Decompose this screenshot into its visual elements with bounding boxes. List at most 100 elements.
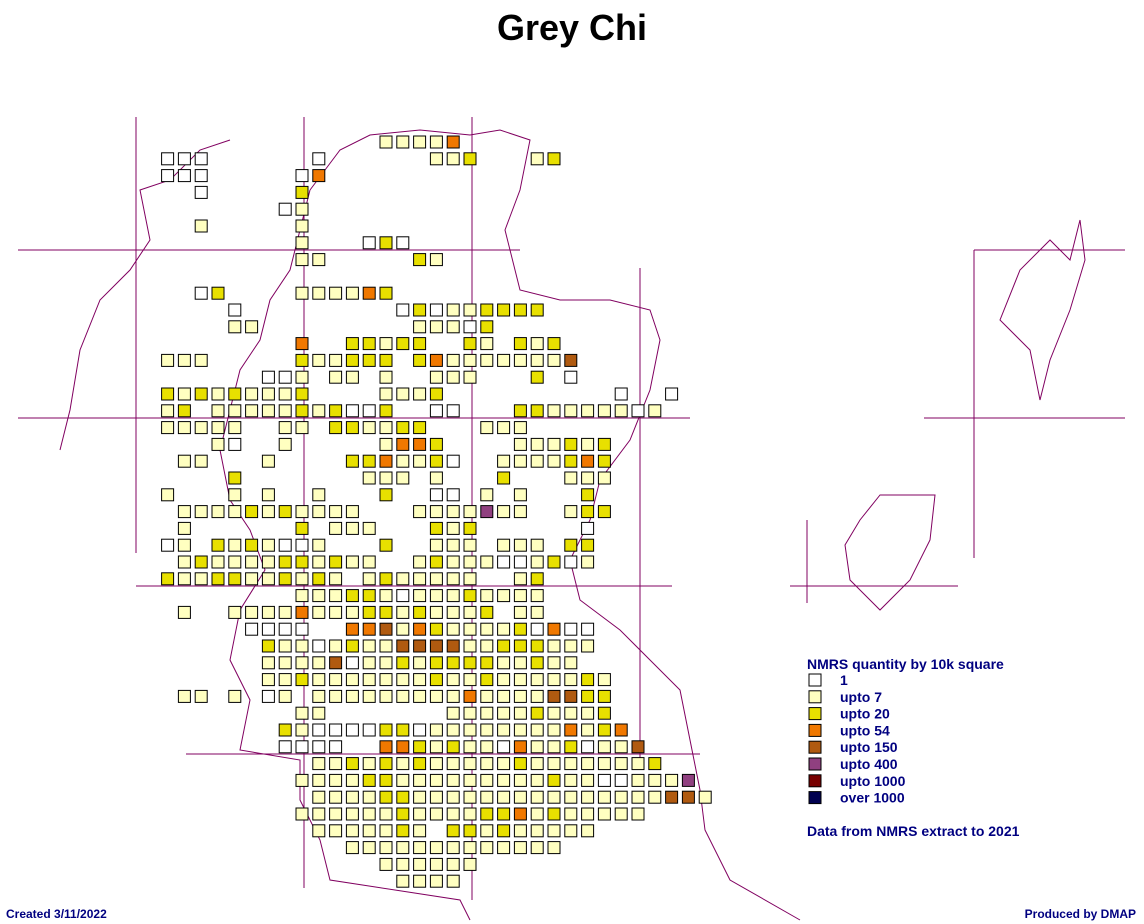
created-date: Created 3/11/2022 [6, 907, 107, 921]
record-square [228, 555, 242, 569]
record-square [329, 757, 343, 771]
record-square [295, 253, 309, 267]
record-square [312, 824, 326, 838]
legend-label: over 1000 [840, 790, 905, 806]
record-square [513, 337, 527, 351]
record-square [413, 135, 427, 149]
record-square [530, 622, 544, 636]
record-square [261, 639, 275, 653]
record-square [497, 673, 511, 687]
record-square [463, 723, 477, 737]
record-square [362, 757, 376, 771]
record-square [413, 622, 427, 636]
record-square [480, 773, 494, 787]
record-square [295, 337, 309, 351]
record-square [530, 152, 544, 166]
record-square [446, 874, 460, 888]
record-square [295, 639, 309, 653]
record-square [547, 824, 561, 838]
record-square [429, 538, 443, 552]
record-square [581, 824, 595, 838]
record-square [312, 656, 326, 670]
record-square [413, 387, 427, 401]
record-square [396, 337, 410, 351]
legend-swatch [808, 774, 822, 788]
record-square [446, 841, 460, 855]
record-square [228, 605, 242, 619]
record-square [362, 454, 376, 468]
record-square [345, 286, 359, 300]
record-square [564, 656, 578, 670]
record-square [362, 824, 376, 838]
record-square [446, 303, 460, 317]
record-square [497, 589, 511, 603]
record-square [446, 824, 460, 838]
record-square [245, 320, 259, 334]
record-square [177, 404, 191, 418]
legend-swatch [808, 723, 822, 737]
record-square [379, 337, 393, 351]
record-square [396, 605, 410, 619]
record-square [581, 538, 595, 552]
record-square [194, 286, 208, 300]
record-square [497, 740, 511, 754]
record-square [446, 505, 460, 519]
record-square [345, 370, 359, 384]
record-square [278, 723, 292, 737]
record-square [597, 757, 611, 771]
record-square [413, 656, 427, 670]
legend-label: upto 7 [840, 689, 882, 705]
record-square [513, 824, 527, 838]
record-square [429, 555, 443, 569]
record-square [379, 538, 393, 552]
record-square [463, 773, 477, 787]
record-square [329, 807, 343, 821]
record-square [597, 673, 611, 687]
record-square [564, 689, 578, 703]
legend-swatch [808, 757, 822, 771]
record-square [631, 404, 645, 418]
record-square [278, 202, 292, 216]
record-square [379, 421, 393, 435]
record-square [362, 673, 376, 687]
record-square [312, 404, 326, 418]
record-square [278, 538, 292, 552]
legend-label: upto 20 [840, 706, 890, 722]
record-square [463, 656, 477, 670]
record-square [211, 421, 225, 435]
record-square [581, 807, 595, 821]
record-square [396, 757, 410, 771]
record-square [564, 404, 578, 418]
record-square [177, 387, 191, 401]
record-square [278, 437, 292, 451]
record-square [413, 773, 427, 787]
record-square [295, 387, 309, 401]
record-square [513, 706, 527, 720]
record-square [446, 689, 460, 703]
record-square [446, 807, 460, 821]
record-square [396, 824, 410, 838]
record-square [295, 202, 309, 216]
record-square [312, 488, 326, 502]
record-square [312, 673, 326, 687]
record-square [480, 706, 494, 720]
record-square [312, 773, 326, 787]
record-square [329, 605, 343, 619]
record-square [329, 353, 343, 367]
record-square [547, 353, 561, 367]
record-square [463, 807, 477, 821]
record-square [530, 639, 544, 653]
record-square [547, 841, 561, 855]
record-square [396, 387, 410, 401]
record-square [547, 773, 561, 787]
record-square [429, 370, 443, 384]
record-square [261, 505, 275, 519]
record-square [564, 740, 578, 754]
record-square [547, 723, 561, 737]
record-square [345, 790, 359, 804]
record-square [497, 790, 511, 804]
record-square [497, 471, 511, 485]
record-square [278, 740, 292, 754]
record-square [329, 421, 343, 435]
record-square [581, 555, 595, 569]
